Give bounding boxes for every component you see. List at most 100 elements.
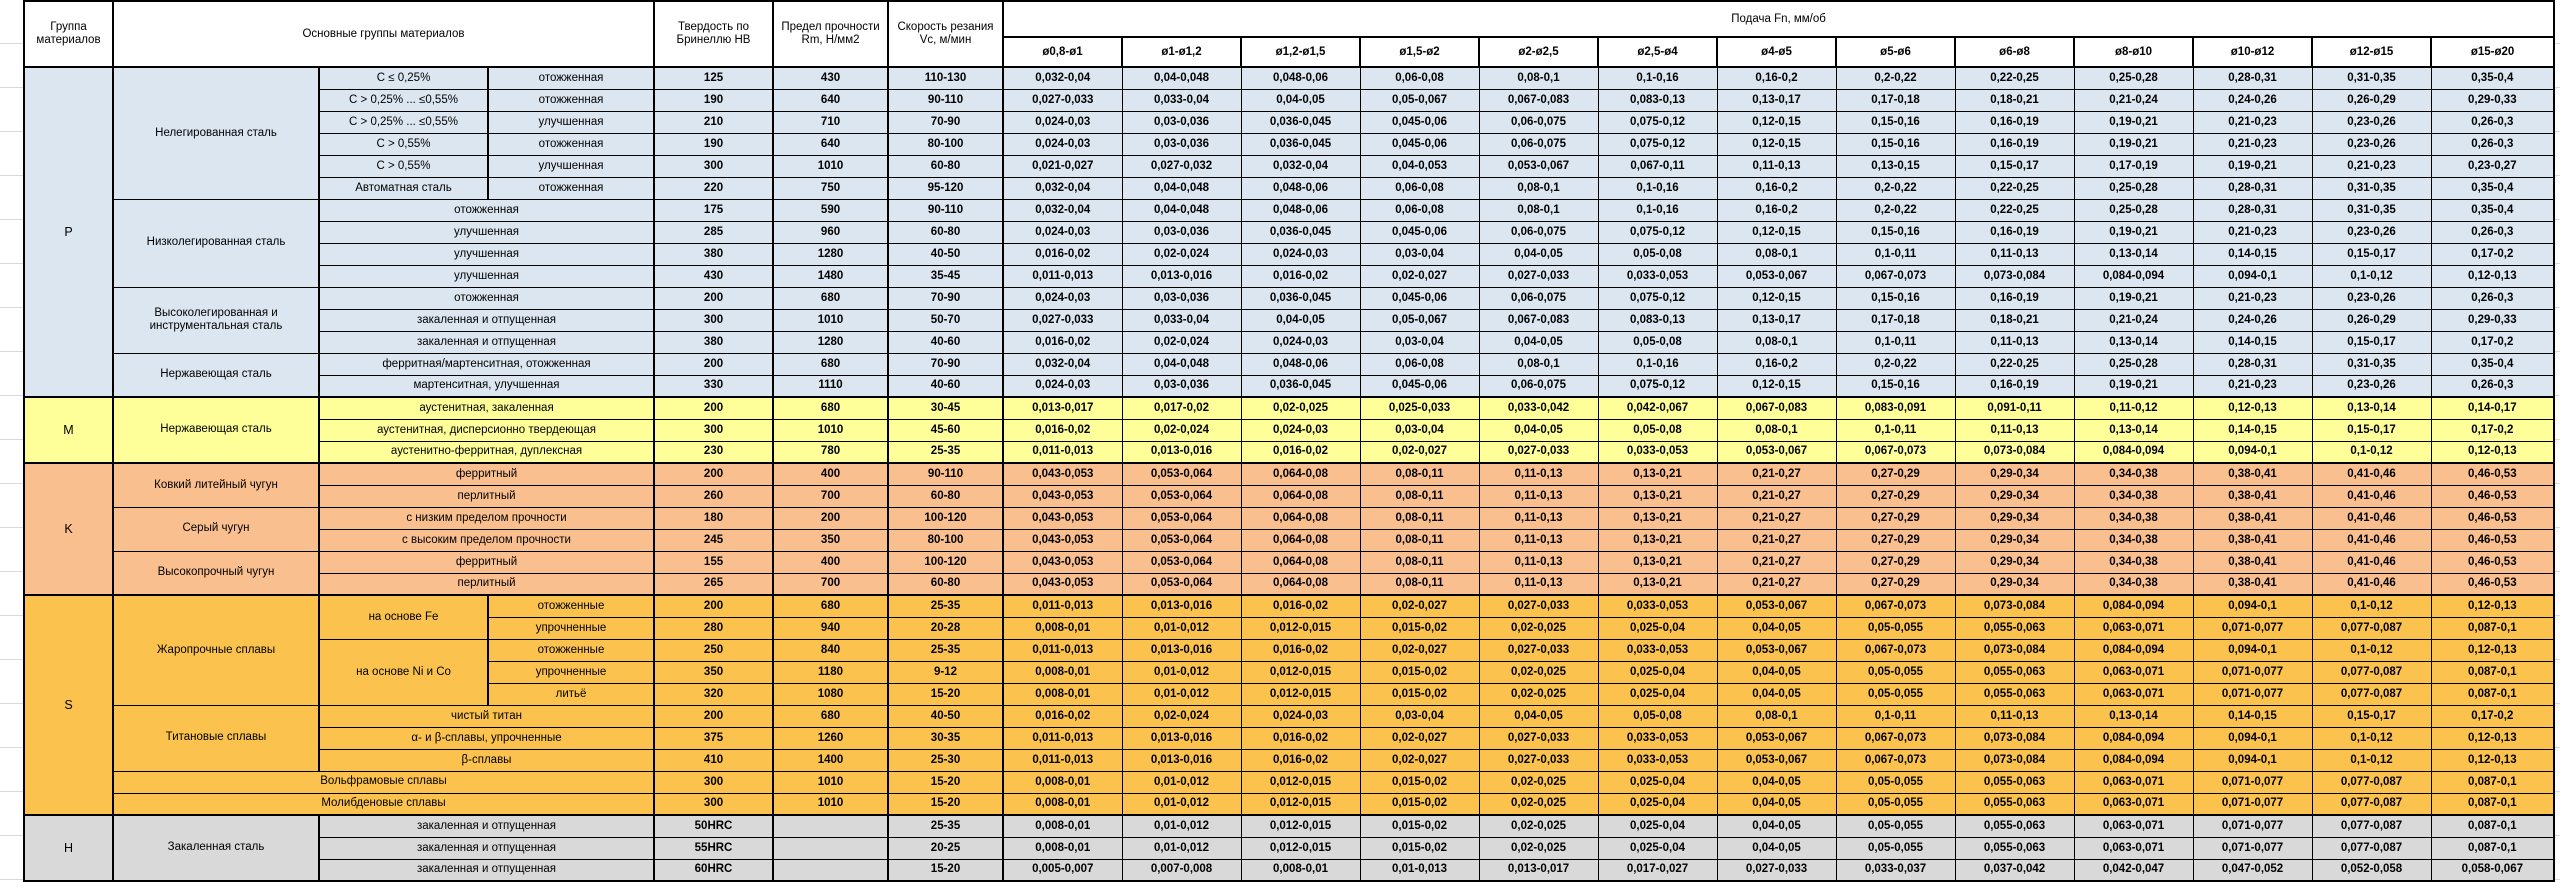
hardness-cell[interactable]: 380 [653,330,774,354]
cutting-speed-cell[interactable]: 25-35 [887,594,1004,618]
feed-value-cell[interactable]: 0,052-0,058 [2311,858,2432,882]
feed-value-cell[interactable]: 0,08-0,1 [1716,242,1837,266]
feed-value-cell[interactable]: 0,38-0,41 [2192,462,2313,486]
hardness-cell[interactable]: 180 [653,506,774,530]
feed-value-cell[interactable]: 0,31-0,35 [2311,66,2432,90]
feed-value-cell[interactable]: 0,027-0,033 [1002,308,1123,332]
feed-value-cell[interactable]: 0,03-0,04 [1359,418,1480,442]
feed-value-cell[interactable]: 0,05-0,055 [1835,660,1956,684]
feed-value-cell[interactable]: 0,025-0,04 [1597,814,1718,838]
col-header-diameter-range[interactable]: ø2-ø2,5 [1478,36,1600,68]
feed-value-cell[interactable]: 0,04-0,05 [1240,88,1361,112]
feed-value-cell[interactable]: 0,048-0,06 [1240,198,1361,222]
cutting-speed-cell[interactable]: 45-60 [887,418,1004,442]
feed-value-cell[interactable]: 0,073-0,084 [1954,726,2075,750]
feed-value-cell[interactable]: 0,13-0,17 [1716,88,1837,112]
hardness-cell[interactable]: 200 [653,462,774,486]
feed-value-cell[interactable]: 0,14-0,15 [2192,418,2313,442]
feed-value-cell[interactable]: 0,025-0,04 [1597,682,1718,706]
feed-value-cell[interactable]: 0,042-0,047 [2073,858,2194,882]
feed-value-cell[interactable]: 0,045-0,06 [1359,374,1480,398]
feed-value-cell[interactable]: 0,25-0,28 [2073,66,2194,90]
feed-value-cell[interactable]: 0,067-0,083 [1716,396,1837,420]
feed-value-cell[interactable]: 0,067-0,083 [1478,88,1599,112]
feed-value-cell[interactable]: 0,063-0,071 [2073,660,2194,684]
feed-value-cell[interactable]: 0,03-0,036 [1121,374,1242,398]
strength-cell[interactable]: 1010 [772,154,889,178]
feed-value-cell[interactable]: 0,053-0,064 [1121,550,1242,574]
feed-value-cell[interactable]: 0,064-0,08 [1240,484,1361,508]
feed-value-cell[interactable]: 0,015-0,02 [1359,682,1480,706]
strength-cell[interactable]: 700 [772,572,889,596]
col-header-hardness[interactable]: Твердость по Бринеллю HB [653,0,775,68]
material-detail-cell[interactable]: α- и β-сплавы, упрочненные [317,726,655,750]
feed-value-cell[interactable]: 0,02-0,027 [1359,594,1480,618]
strength-cell[interactable]: 680 [772,704,889,728]
feed-value-cell[interactable]: 0,064-0,08 [1240,550,1361,574]
feed-value-cell[interactable]: 0,05-0,055 [1835,792,1956,816]
feed-value-cell[interactable]: 0,21-0,23 [2192,286,2313,310]
feed-value-cell[interactable]: 0,012-0,015 [1240,836,1361,860]
feed-value-cell[interactable]: 0,13-0,21 [1597,528,1718,552]
feed-value-cell[interactable]: 0,016-0,02 [1240,264,1361,288]
feed-value-cell[interactable]: 0,015-0,02 [1359,814,1480,838]
feed-value-cell[interactable]: 0,27-0,29 [1835,484,1956,508]
strength-cell[interactable] [772,814,889,838]
strength-cell[interactable]: 1110 [772,374,889,398]
cutting-speed-cell[interactable]: 15-20 [887,858,1004,882]
feed-value-cell[interactable]: 0,12-0,13 [2430,748,2555,772]
feed-value-cell[interactable]: 0,05-0,08 [1597,330,1718,354]
cutting-speed-cell[interactable]: 20-25 [887,836,1004,860]
strength-cell[interactable]: 680 [772,396,889,420]
hardness-cell[interactable]: 265 [653,572,774,596]
feed-value-cell[interactable]: 0,06-0,075 [1478,374,1599,398]
feed-value-cell[interactable]: 0,35-0,4 [2430,352,2555,376]
feed-value-cell[interactable]: 0,032-0,04 [1002,198,1123,222]
strength-cell[interactable]: 840 [772,638,889,662]
feed-value-cell[interactable]: 0,03-0,04 [1359,704,1480,728]
feed-value-cell[interactable]: 0,35-0,4 [2430,176,2555,200]
feed-value-cell[interactable]: 0,28-0,31 [2192,66,2313,90]
hardness-cell[interactable]: 200 [653,594,774,618]
feed-value-cell[interactable]: 0,1-0,11 [1835,242,1956,266]
material-subgroup-cell[interactable]: C > 0,25% ... ≤0,55% [318,88,489,112]
group-code-cell[interactable]: M [23,396,114,464]
feed-value-cell[interactable]: 0,033-0,053 [1597,638,1718,662]
feed-value-cell[interactable]: 0,027-0,033 [1478,726,1599,750]
feed-value-cell[interactable]: 0,04-0,048 [1121,198,1242,222]
feed-value-cell[interactable]: 0,077-0,087 [2311,660,2432,684]
feed-value-cell[interactable]: 0,02-0,024 [1121,418,1242,442]
material-family-cell[interactable]: Закаленная сталь [112,814,320,882]
feed-value-cell[interactable]: 0,015-0,02 [1359,616,1480,640]
feed-value-cell[interactable]: 0,077-0,087 [2311,814,2432,838]
material-detail-cell[interactable]: аустенитно-ферритная, дуплексная [317,440,655,464]
feed-value-cell[interactable]: 0,033-0,053 [1597,594,1718,618]
strength-cell[interactable]: 680 [772,286,889,310]
feed-value-cell[interactable]: 0,025-0,033 [1359,396,1480,420]
feed-value-cell[interactable]: 0,13-0,21 [1597,462,1718,486]
feed-value-cell[interactable]: 0,08-0,11 [1359,550,1480,574]
feed-value-cell[interactable]: 0,063-0,071 [2073,836,2194,860]
strength-cell[interactable]: 1080 [772,682,889,706]
feed-value-cell[interactable]: 0,25-0,28 [2073,176,2194,200]
hardness-cell[interactable]: 410 [653,748,774,772]
feed-value-cell[interactable]: 0,084-0,094 [2073,726,2194,750]
cutting-speed-cell[interactable]: 20-28 [887,616,1004,640]
material-family-cell[interactable]: Серый чугун [112,506,320,552]
feed-value-cell[interactable]: 0,04-0,05 [1716,792,1837,816]
feed-value-cell[interactable]: 0,05-0,055 [1835,616,1956,640]
feed-value-cell[interactable]: 0,22-0,25 [1954,66,2075,90]
feed-value-cell[interactable]: 0,008-0,01 [1002,616,1123,640]
feed-value-cell[interactable]: 0,067-0,11 [1597,154,1718,178]
feed-value-cell[interactable]: 0,011-0,013 [1002,638,1123,662]
feed-value-cell[interactable]: 0,016-0,02 [1240,726,1361,750]
feed-value-cell[interactable]: 0,084-0,094 [2073,748,2194,772]
feed-value-cell[interactable]: 0,084-0,094 [2073,440,2194,464]
feed-value-cell[interactable]: 0,21-0,23 [2192,374,2313,398]
material-detail-cell[interactable]: улучшенная [317,242,655,266]
cutting-speed-cell[interactable]: 25-35 [887,814,1004,838]
feed-value-cell[interactable]: 0,064-0,08 [1240,462,1361,486]
feed-value-cell[interactable]: 0,21-0,27 [1716,506,1837,530]
feed-value-cell[interactable]: 0,025-0,04 [1597,836,1718,860]
material-family-cell[interactable]: Вольфрамовые сплавы [111,770,655,794]
